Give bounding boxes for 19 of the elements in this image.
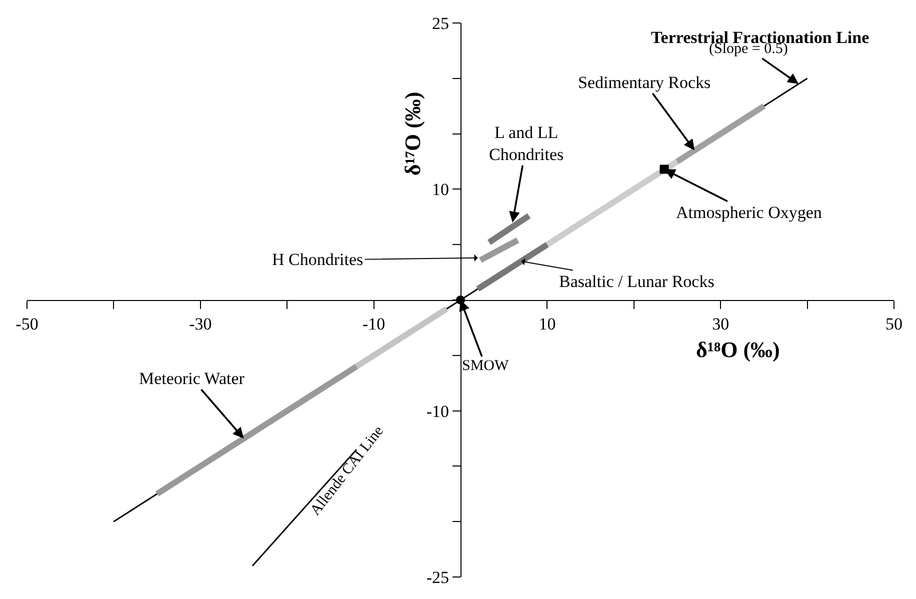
annotation: L and LL Chondrites [489,123,564,164]
x-tick-label: 30 [712,314,730,334]
annotation: SMOW [462,358,510,374]
annotation: Meteoric Water [139,369,245,388]
y-tick-label: 10 [432,180,449,200]
annotation: Basaltic / Lunar Rocks [559,272,714,291]
x-tick-label: -10 [362,314,386,334]
x-tick-label: 10 [538,314,556,334]
x-axis-title: δ¹⁸O (‰) [696,337,780,362]
y-tick-label: -10 [426,402,449,421]
y-axis-title: δ¹⁷O (‰) [400,92,426,176]
x-tick-label: 50 [886,314,902,334]
annotation: Sedimentary Rocks [578,73,711,92]
annotation: Atmospheric Oxygen [676,203,822,222]
y-tick-label: -25 [426,568,449,587]
x-tick-label: -50 [16,314,38,334]
x-tick-label: -30 [189,314,212,334]
annotation: H Chondrites [272,250,364,269]
y-tick-label: 25 [432,14,449,33]
